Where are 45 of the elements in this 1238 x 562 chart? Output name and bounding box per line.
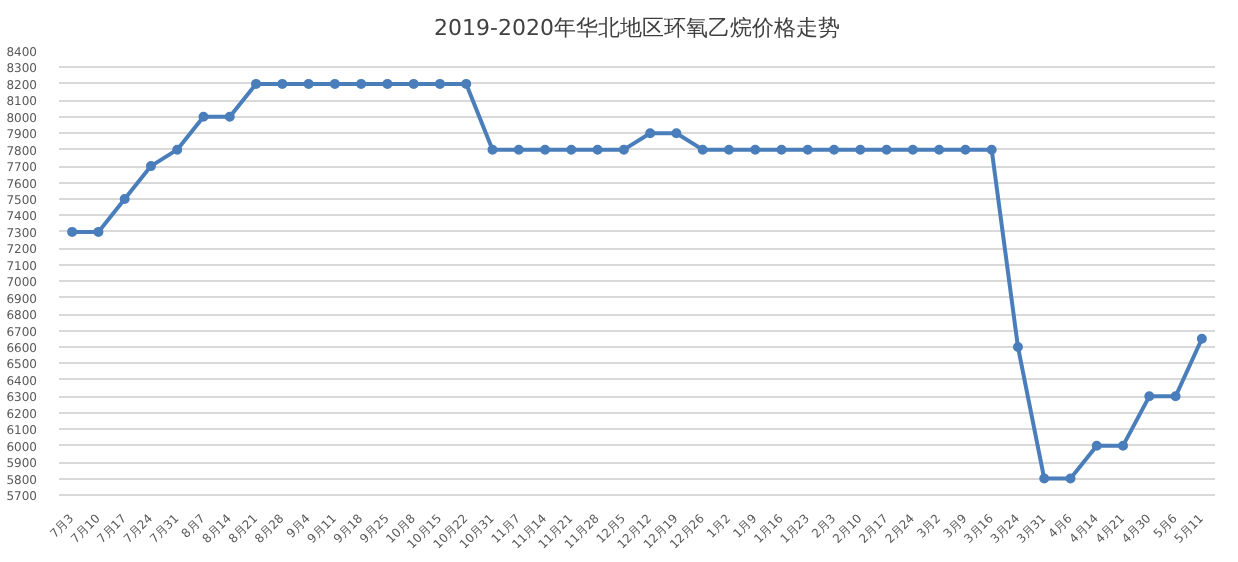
point <box>1065 473 1076 484</box>
point <box>1170 391 1181 402</box>
chart-title: 2019-2020年华北地区环氧乙烷价格走势 <box>434 15 840 41</box>
point <box>1196 333 1207 344</box>
point <box>1012 342 1023 352</box>
point <box>434 78 445 89</box>
point <box>829 144 840 155</box>
point <box>1118 440 1129 451</box>
point <box>119 194 130 204</box>
point <box>986 144 997 155</box>
point <box>645 128 656 139</box>
point <box>907 144 918 155</box>
point <box>145 161 156 172</box>
point <box>277 78 288 89</box>
point <box>750 144 761 155</box>
point <box>382 78 393 89</box>
point <box>1091 440 1102 451</box>
point <box>172 144 183 155</box>
point <box>1039 473 1050 484</box>
point <box>776 144 787 155</box>
point <box>881 144 892 155</box>
point <box>329 78 340 89</box>
point <box>855 144 866 155</box>
point <box>1144 391 1155 402</box>
point <box>198 111 209 122</box>
point <box>618 144 629 155</box>
point <box>461 78 472 89</box>
point <box>487 144 498 155</box>
point <box>408 78 419 89</box>
point <box>540 144 551 155</box>
point <box>671 128 682 139</box>
point <box>697 144 708 155</box>
point <box>513 144 524 155</box>
point <box>592 144 603 155</box>
point <box>566 144 577 155</box>
point <box>356 78 367 89</box>
point <box>960 144 971 155</box>
point <box>251 78 262 89</box>
point <box>67 226 78 237</box>
point <box>224 111 235 122</box>
point <box>303 78 314 89</box>
point <box>802 144 813 155</box>
point <box>934 144 945 155</box>
point <box>723 144 734 155</box>
point <box>93 226 104 237</box>
